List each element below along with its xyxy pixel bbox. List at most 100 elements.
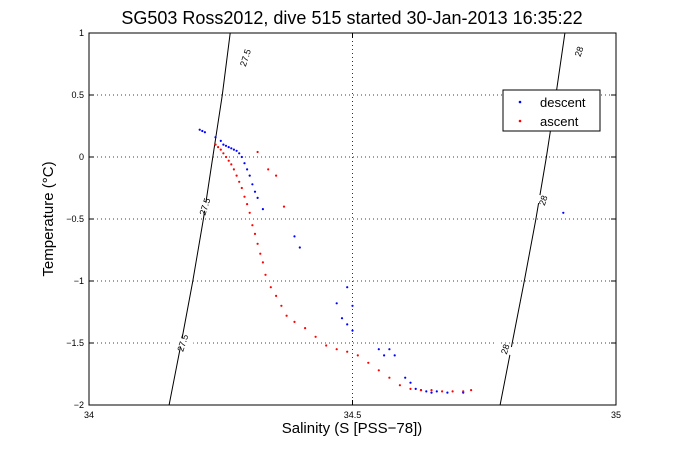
y-tick-label: 0: [79, 152, 84, 162]
point-ascent: [314, 335, 317, 338]
point-ascent: [409, 387, 412, 390]
point-ascent: [256, 242, 259, 245]
point-ascent: [470, 389, 473, 392]
point-descent: [246, 168, 249, 171]
point-descent: [409, 381, 412, 384]
point-ascent: [275, 174, 278, 177]
contour-label-mask: [494, 342, 517, 357]
legend: descent ascent: [502, 89, 601, 132]
contour-label: 28: [499, 343, 512, 356]
point-descent: [243, 162, 246, 165]
axis-ticks: 34 34.5 35 −2 −1.5 −1 −0.5 0 0.5 1: [66, 28, 621, 420]
x-axis-label: Salinity (S [PSS−78]): [282, 420, 422, 437]
point-ascent: [219, 148, 222, 151]
contour-label: 28: [537, 194, 550, 207]
contour-label-mask: [532, 193, 555, 208]
point-descent: [446, 391, 449, 394]
point-descent: [435, 390, 438, 393]
point-ascent: [451, 390, 454, 393]
point-ascent: [259, 252, 262, 255]
point-ascent: [441, 390, 444, 393]
point-descent: [232, 148, 235, 151]
point-descent: [227, 146, 230, 149]
point-ascent: [246, 203, 249, 206]
contour-label-mask: [568, 44, 590, 59]
y-tick-label: 1: [79, 28, 84, 38]
contour-label-mask: [194, 199, 216, 214]
x-tick-label: 34: [84, 410, 94, 420]
point-descent: [414, 387, 417, 390]
point-ascent: [419, 389, 423, 392]
point-ascent: [243, 195, 246, 198]
point-descent: [404, 376, 407, 379]
point-ascent: [267, 168, 270, 171]
point-ascent: [346, 350, 349, 353]
point-ascent: [261, 261, 264, 264]
point-ascent: [238, 180, 241, 183]
point-descent: [248, 174, 251, 177]
x-tick-label: 35: [611, 410, 621, 420]
y-tick-label: −1.5: [66, 338, 84, 348]
contour-label-mask: [172, 336, 194, 350]
point-ascent: [275, 294, 278, 297]
point-descent: [203, 131, 206, 134]
point-ascent: [251, 224, 254, 227]
legend-marker-ascent: [518, 119, 522, 123]
point-ascent: [240, 186, 243, 190]
point-ascent: [280, 304, 283, 307]
point-ascent: [248, 211, 251, 214]
y-tick-label: −0.5: [66, 214, 84, 224]
point-descent: [430, 391, 433, 394]
point-ascent: [269, 286, 272, 289]
point-descent: [388, 348, 391, 351]
point-ascent: [388, 376, 391, 379]
point-descent: [219, 139, 222, 142]
point-descent: [383, 354, 386, 357]
point-descent: [235, 149, 238, 152]
point-descent: [377, 348, 380, 351]
point-descent: [346, 286, 349, 289]
point-ascent: [222, 152, 225, 155]
point-descent: [393, 354, 396, 357]
point-descent: [351, 329, 354, 332]
point-descent: [224, 144, 228, 147]
point-ascent: [230, 163, 233, 166]
point-ascent: [430, 389, 433, 392]
point-ascent: [325, 344, 328, 347]
point-ascent: [377, 369, 380, 372]
point-ascent: [367, 361, 370, 364]
legend-box: [502, 89, 601, 132]
point-descent: [222, 143, 225, 146]
legend-marker-descent: [518, 100, 522, 104]
point-ascent: [285, 314, 288, 317]
point-descent: [351, 304, 354, 307]
point-ascent: [224, 155, 228, 159]
point-ascent: [293, 320, 296, 323]
point-descent: [256, 196, 259, 199]
point-ascent: [398, 384, 401, 387]
point-ascent: [235, 174, 238, 177]
y-tick-label: −1: [74, 276, 84, 286]
point-descent: [214, 136, 217, 139]
legend-label-descent: descent: [540, 95, 586, 110]
y-axis-label: Temperature (°C): [40, 161, 57, 276]
point-descent: [251, 183, 254, 186]
point-descent: [261, 208, 264, 211]
chart-title: SG503 Ross2012, dive 515 started 30-Jan-…: [121, 8, 582, 28]
point-ascent: [256, 150, 259, 154]
y-tick-label: −2: [74, 400, 84, 410]
point-descent: [240, 155, 243, 159]
point-descent: [346, 323, 349, 326]
point-ascent: [227, 159, 230, 162]
point-ascent: [232, 168, 235, 171]
point-descent: [298, 246, 301, 249]
point-descent: [198, 128, 201, 131]
point-ascent: [356, 354, 359, 357]
point-ascent: [282, 205, 286, 208]
legend-label-ascent: ascent: [540, 114, 579, 129]
data-points: [198, 128, 565, 394]
point-descent: [293, 235, 296, 238]
